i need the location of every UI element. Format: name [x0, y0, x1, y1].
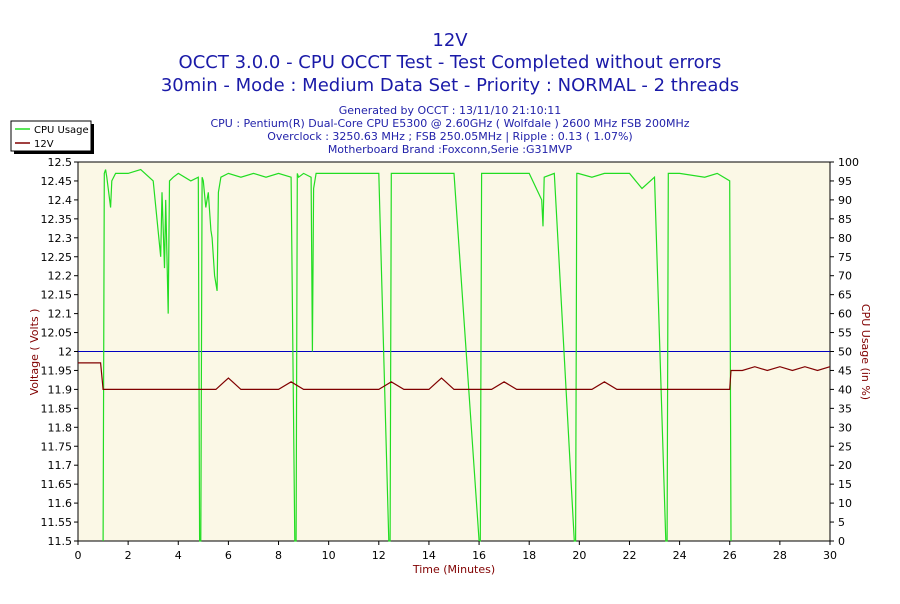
- y-right-tick-label: 10: [838, 497, 852, 510]
- chart-subtitle-1: OCCT 3.0.0 - CPU OCCT Test - Test Comple…: [179, 52, 722, 73]
- x-axis-ticks: 0 2 4 6 8 10 12 14 16 18 20 22 24 26 28 30: [75, 541, 837, 562]
- x-tick-label: 16: [472, 549, 486, 562]
- chart-subtitle-2: 30min - Mode : Medium Data Set - Priorit…: [161, 75, 739, 96]
- y-right-tick-label: 0: [838, 535, 845, 548]
- y-right-tick-label: 55: [838, 327, 852, 340]
- y-right-tick-label: 25: [838, 440, 852, 453]
- y-left-tick-label: 12.4: [48, 194, 73, 207]
- y-right-tick-label: 85: [838, 213, 852, 226]
- info-line-overclock: Overclock : 3250.63 MHz ; FSB 250.05MHz …: [267, 130, 632, 143]
- y-left-tick-label: 12.5: [48, 156, 73, 169]
- x-tick-label: 24: [673, 549, 687, 562]
- y-right-tick-label: 45: [838, 364, 852, 377]
- y-right-tick-label: 95: [838, 175, 852, 188]
- y-right-tick-label: 100: [838, 156, 859, 169]
- y-left-tick-label: 12.2: [48, 270, 73, 283]
- y-left-tick-label: 11.8: [48, 421, 73, 434]
- x-axis-label: Time (Minutes): [412, 563, 495, 576]
- info-line-motherboard: Motherboard Brand :Foxconn,Serie :G31MVP: [328, 143, 573, 156]
- y-left-tick-label: 12.15: [41, 289, 73, 302]
- y-right-tick-label: 20: [838, 459, 852, 472]
- y-left-tick-label: 12.3: [48, 232, 73, 245]
- x-tick-label: 10: [322, 549, 336, 562]
- y-left-tick-label: 12.1: [48, 308, 73, 321]
- y-right-tick-label: 5: [838, 516, 845, 529]
- chart-title: 12V: [432, 30, 468, 51]
- y-left-tick-label: 12: [58, 346, 72, 359]
- x-tick-label: 0: [75, 549, 82, 562]
- x-tick-label: 8: [275, 549, 282, 562]
- plot-content: [78, 168, 831, 542]
- x-tick-label: 22: [622, 549, 636, 562]
- y-left-tick-label: 11.55: [41, 516, 73, 529]
- y-left-tick-label: 12.35: [41, 213, 73, 226]
- y-axis-left-ticks: 12.5 12.45 12.4 12.35 12.3 12.25 12.2 12.15 12.1…: [41, 156, 78, 548]
- legend-label-12v: 12V: [34, 139, 54, 150]
- x-tick-label: 20: [572, 549, 586, 562]
- y-right-tick-label: 90: [838, 194, 852, 207]
- x-tick-label: 18: [522, 549, 536, 562]
- y-right-tick-label: 65: [838, 289, 852, 302]
- y-left-tick-label: 11.75: [41, 440, 73, 453]
- x-tick-label: 2: [125, 549, 132, 562]
- legend: CPU Usage 12V: [10, 120, 94, 154]
- x-tick-label: 12: [372, 549, 386, 562]
- y-right-tick-label: 60: [838, 308, 852, 321]
- x-tick-label: 6: [225, 549, 232, 562]
- y-left-tick-label: 11.85: [41, 402, 73, 415]
- y-left-tick-label: 11.65: [41, 478, 73, 491]
- y-right-tick-label: 70: [838, 270, 852, 283]
- y-axis-right-label: CPU Usage (in %): [859, 304, 872, 400]
- legend-label-cpu-usage: CPU Usage: [34, 125, 89, 136]
- x-tick-label: 26: [723, 549, 737, 562]
- y-right-tick-label: 50: [838, 346, 852, 359]
- y-left-tick-label: 12.45: [41, 175, 73, 188]
- series-line-cpu-usage: [102, 168, 732, 542]
- x-tick-label: 30: [823, 549, 837, 562]
- y-right-tick-label: 40: [838, 383, 852, 396]
- x-tick-label: 4: [175, 549, 182, 562]
- info-line-generated: Generated by OCCT : 13/11/10 21:10:11: [339, 104, 562, 117]
- y-left-tick-label: 11.95: [41, 364, 73, 377]
- x-tick-label: 28: [773, 549, 787, 562]
- y-left-tick-label: 11.9: [48, 383, 73, 396]
- series-line-12v: [78, 362, 831, 390]
- y-left-tick-label: 12.25: [41, 251, 73, 264]
- y-right-tick-label: 30: [838, 421, 852, 434]
- y-right-tick-label: 15: [838, 478, 852, 491]
- legend-box: [10, 120, 92, 152]
- y-left-tick-label: 11.6: [48, 497, 73, 510]
- y-right-tick-label: 80: [838, 232, 852, 245]
- y-axis-right-ticks: 1009590858075706560555045403530252015105…: [830, 156, 859, 548]
- y-left-tick-label: 12.05: [41, 327, 73, 340]
- y-right-tick-label: 35: [838, 402, 852, 415]
- y-left-tick-label: 11.7: [48, 459, 73, 472]
- y-right-tick-label: 75: [838, 251, 852, 264]
- info-line-cpu: CPU : Pentium(R) Dual-Core CPU E5300 @ 2…: [210, 117, 689, 130]
- y-axis-left-label: Voltage ( Volts ): [28, 309, 41, 396]
- x-tick-label: 14: [422, 549, 436, 562]
- y-left-tick-label: 11.5: [48, 535, 73, 548]
